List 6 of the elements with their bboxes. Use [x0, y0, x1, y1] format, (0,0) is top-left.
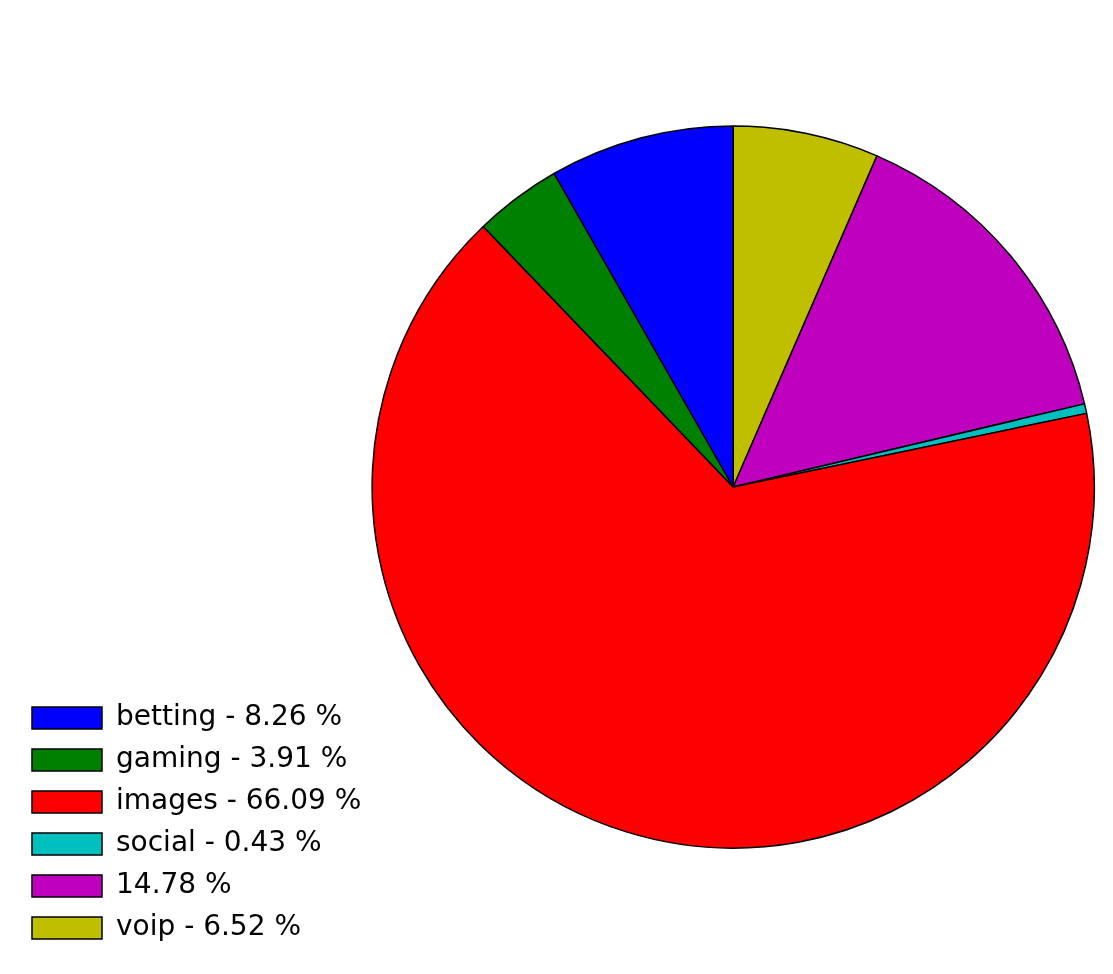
legend-label: images - 66.09 % [116, 783, 362, 817]
legend-label: 14.78 % [116, 867, 232, 901]
legend-label: social - 0.43 % [116, 825, 322, 859]
legend-label: voip - 6.52 % [116, 909, 302, 943]
legend-label: gaming - 3.91 % [116, 741, 348, 775]
legend-label: betting - 8.26 % [116, 699, 343, 733]
